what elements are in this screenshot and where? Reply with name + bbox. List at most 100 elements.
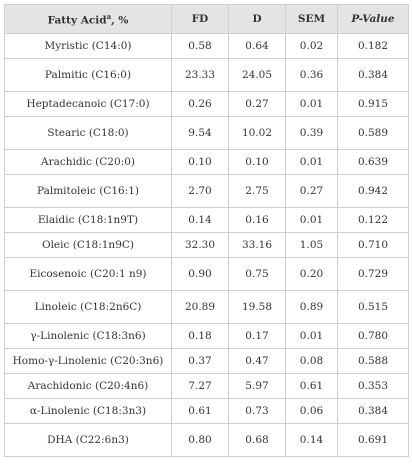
sem-value-cell: 0.61 xyxy=(285,373,338,399)
p-value-cell: 0.353 xyxy=(337,373,409,399)
sem-value-cell: 0.20 xyxy=(285,257,338,291)
d-value-cell: 5.97 xyxy=(228,373,286,399)
fatty-acid-cell: DHA (C22:6n3) xyxy=(4,423,172,457)
d-value-cell: 0.75 xyxy=(228,257,286,291)
table-row: Heptadecanoic (C17:0) 0.26 0.27 0.01 0.915 xyxy=(4,91,409,117)
header-p-value: P-Value xyxy=(337,4,409,34)
table-row: Palmitic (C16:0) 23.33 24.05 0.36 0.384 xyxy=(4,58,409,92)
fd-value-cell: 7.27 xyxy=(171,373,229,399)
d-value-cell: 19.58 xyxy=(228,290,286,324)
table-body: Myristic (C14:0) 0.58 0.64 0.02 0.182 Palmiti… xyxy=(4,33,409,457)
fd-value-cell: 9.54 xyxy=(171,116,229,150)
p-value-cell: 0.182 xyxy=(337,33,409,59)
fatty-acid-table: Fatty Acida, % FD D SEM P-Value Myristic… xyxy=(4,4,409,457)
p-value-cell: 0.589 xyxy=(337,116,409,150)
d-value-cell: 0.10 xyxy=(228,149,286,175)
fd-value-cell: 0.61 xyxy=(171,398,229,424)
table-row: Linoleic (C18:2n6C) 20.89 19.58 0.89 0.515 xyxy=(4,290,409,324)
fd-value-cell: 0.18 xyxy=(171,323,229,349)
table-row: Myristic (C14:0) 0.58 0.64 0.02 0.182 xyxy=(4,33,409,59)
header-sem: SEM xyxy=(285,4,338,34)
fatty-acid-cell: Heptadecanoic (C17:0) xyxy=(4,91,172,117)
header-fatty-acid-unit: , % xyxy=(111,14,129,27)
table-row: Arachidic (C20:0) 0.10 0.10 0.01 0.639 xyxy=(4,149,409,175)
table-row: Palmitoleic (C16:1) 2.70 2.75 0.27 0.942 xyxy=(4,174,409,208)
sem-value-cell: 0.08 xyxy=(285,348,338,374)
fd-value-cell: 2.70 xyxy=(171,174,229,208)
sem-value-cell: 0.01 xyxy=(285,149,338,175)
d-value-cell: 0.64 xyxy=(228,33,286,59)
fatty-acid-cell: Arachidic (C20:0) xyxy=(4,149,172,175)
header-fatty-acid: Fatty Acida, % xyxy=(4,4,172,34)
d-value-cell: 33.16 xyxy=(228,232,286,258)
fatty-acid-cell: γ-Linolenic (C18:3n6) xyxy=(4,323,172,349)
sem-value-cell: 0.39 xyxy=(285,116,338,150)
fatty-acid-cell: Elaidic (C18:1n9T) xyxy=(4,207,172,233)
d-value-cell: 24.05 xyxy=(228,58,286,92)
fatty-acid-cell: Homo-γ-Linolenic (C20:3n6) xyxy=(4,348,172,374)
sem-value-cell: 0.89 xyxy=(285,290,338,324)
sem-value-cell: 0.36 xyxy=(285,58,338,92)
p-value-cell: 0.710 xyxy=(337,232,409,258)
fd-value-cell: 32.30 xyxy=(171,232,229,258)
fatty-acid-cell: Arachidonic (C20:4n6) xyxy=(4,373,172,399)
p-value-cell: 0.780 xyxy=(337,323,409,349)
sem-value-cell: 0.27 xyxy=(285,174,338,208)
table-row: Homo-γ-Linolenic (C20:3n6) 0.37 0.47 0.08 0.… xyxy=(4,348,409,374)
sem-value-cell: 0.06 xyxy=(285,398,338,424)
fatty-acid-cell: Oleic (C18:1n9C) xyxy=(4,232,172,258)
d-value-cell: 2.75 xyxy=(228,174,286,208)
p-value-cell: 0.915 xyxy=(337,91,409,117)
fd-value-cell: 20.89 xyxy=(171,290,229,324)
table-row: Stearic (C18:0) 9.54 10.02 0.39 0.589 xyxy=(4,116,409,150)
sem-value-cell: 0.02 xyxy=(285,33,338,59)
sem-value-cell: 0.01 xyxy=(285,91,338,117)
fd-value-cell: 0.58 xyxy=(171,33,229,59)
d-value-cell: 0.16 xyxy=(228,207,286,233)
fatty-acid-cell: Palmitoleic (C16:1) xyxy=(4,174,172,208)
p-value-cell: 0.588 xyxy=(337,348,409,374)
fd-value-cell: 0.14 xyxy=(171,207,229,233)
table-row: Eicosenoic (C20:1 n9) 0.90 0.75 0.20 0.729 xyxy=(4,257,409,291)
header-fd: FD xyxy=(171,4,229,34)
fd-value-cell: 0.10 xyxy=(171,149,229,175)
fatty-acid-cell: Linoleic (C18:2n6C) xyxy=(4,290,172,324)
p-value-cell: 0.384 xyxy=(337,398,409,424)
p-value-cell: 0.384 xyxy=(337,58,409,92)
fd-value-cell: 0.37 xyxy=(171,348,229,374)
sem-value-cell: 0.14 xyxy=(285,423,338,457)
table-row: γ-Linolenic (C18:3n6) 0.18 0.17 0.01 0.780 xyxy=(4,323,409,349)
d-value-cell: 0.47 xyxy=(228,348,286,374)
table-row: DHA (C22:6n3) 0.80 0.68 0.14 0.691 xyxy=(4,423,409,457)
fd-value-cell: 0.90 xyxy=(171,257,229,291)
d-value-cell: 0.17 xyxy=(228,323,286,349)
d-value-cell: 0.27 xyxy=(228,91,286,117)
fd-value-cell: 23.33 xyxy=(171,58,229,92)
table-row: Arachidonic (C20:4n6) 7.27 5.97 0.61 0.353 xyxy=(4,373,409,399)
d-value-cell: 0.68 xyxy=(228,423,286,457)
d-value-cell: 0.73 xyxy=(228,398,286,424)
sem-value-cell: 0.01 xyxy=(285,207,338,233)
fd-value-cell: 0.26 xyxy=(171,91,229,117)
sem-value-cell: 1.05 xyxy=(285,232,338,258)
p-value-cell: 0.515 xyxy=(337,290,409,324)
p-value-cell: 0.942 xyxy=(337,174,409,208)
table-row: Elaidic (C18:1n9T) 0.14 0.16 0.01 0.122 xyxy=(4,207,409,233)
sem-value-cell: 0.01 xyxy=(285,323,338,349)
fatty-acid-cell: Palmitic (C16:0) xyxy=(4,58,172,92)
fatty-acid-cell: Myristic (C14:0) xyxy=(4,33,172,59)
header-fatty-acid-footnote: a xyxy=(106,11,112,21)
p-value-cell: 0.639 xyxy=(337,149,409,175)
fatty-acid-cell: Eicosenoic (C20:1 n9) xyxy=(4,257,172,291)
header-row: Fatty Acida, % FD D SEM P-Value xyxy=(4,4,409,34)
table-row: α-Linolenic (C18:3n3) 0.61 0.73 0.06 0.384 xyxy=(4,398,409,424)
table-row: Oleic (C18:1n9C) 32.30 33.16 1.05 0.710 xyxy=(4,232,409,258)
fatty-acid-cell: α-Linolenic (C18:3n3) xyxy=(4,398,172,424)
fd-value-cell: 0.80 xyxy=(171,423,229,457)
header-fatty-acid-label: Fatty Acid xyxy=(47,14,107,27)
p-value-cell: 0.691 xyxy=(337,423,409,457)
p-value-cell: 0.122 xyxy=(337,207,409,233)
header-d: D xyxy=(228,4,286,34)
fatty-acid-cell: Stearic (C18:0) xyxy=(4,116,172,150)
p-value-cell: 0.729 xyxy=(337,257,409,291)
